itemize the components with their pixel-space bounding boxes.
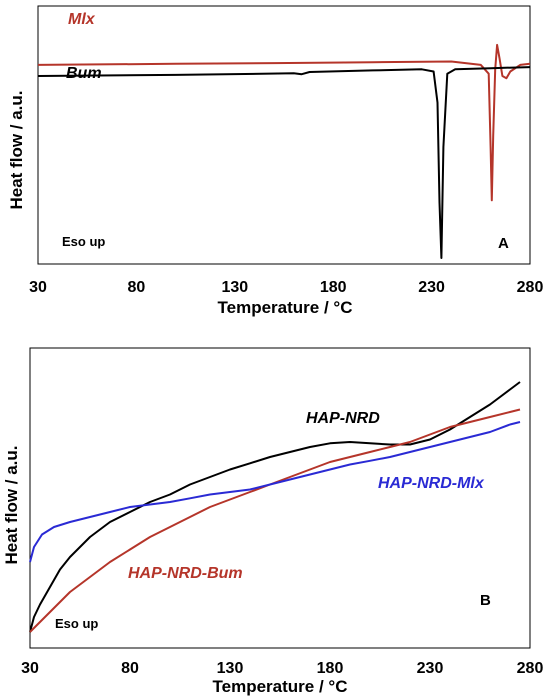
panel-b-x-tick-280: 280 bbox=[517, 660, 544, 677]
series-label-hap-nrd: HAP-NRD bbox=[306, 410, 380, 427]
panel-a-x-tick-280: 280 bbox=[517, 279, 544, 296]
panel-a: 30 80 130 180 230 280 Heat flow / a.u. Temper… bbox=[7, 5, 543, 317]
panel-b-curves bbox=[29, 381, 521, 633]
panel-a-annotation: Eso up bbox=[62, 234, 105, 249]
panel-a-x-tick-30: 30 bbox=[29, 279, 47, 296]
series-label-hap-nrd-bum: HAP-NRD-Bum bbox=[128, 565, 243, 582]
panel-b-letter: B bbox=[480, 592, 491, 609]
panel-b-x-tick-180: 180 bbox=[317, 660, 344, 677]
series-label-hap-nrd-mlx: HAP-NRD-Mlx bbox=[378, 475, 485, 492]
panel-b-x-tick-230: 230 bbox=[417, 660, 444, 677]
panel-a-x-ticks: 30 80 130 180 230 280 bbox=[29, 279, 543, 296]
panel-a-letter: A bbox=[498, 235, 509, 252]
panel-b-series-hap-nrd-bum bbox=[29, 408, 521, 633]
panel-b-series-hap-nrd bbox=[29, 381, 521, 633]
panel-b-x-tick-30: 30 bbox=[21, 660, 39, 677]
panel-a-x-tick-180: 180 bbox=[320, 279, 347, 296]
panel-a-series-mlx bbox=[37, 43, 531, 202]
series-label-mlx: Mlx bbox=[68, 11, 96, 28]
panel-b-x-tick-130: 130 bbox=[217, 660, 244, 677]
panel-a-x-tick-230: 230 bbox=[418, 279, 445, 296]
panel-a-x-tick-80: 80 bbox=[128, 279, 146, 296]
panel-b-frame bbox=[29, 347, 531, 649]
panel-b-x-tick-80: 80 bbox=[121, 660, 139, 677]
panel-a-series-bum bbox=[37, 66, 531, 259]
panel-b-annotation: Eso up bbox=[55, 616, 98, 631]
panel-b: 30 80 130 180 230 280 Heat flow / a.u. Temper… bbox=[2, 347, 543, 696]
panel-b-y-axis-title: Heat flow / a.u. bbox=[2, 445, 21, 564]
series-label-bum: Bum bbox=[66, 65, 102, 82]
panel-b-x-ticks: 30 80 130 180 230 280 bbox=[21, 660, 543, 677]
panel-a-frame bbox=[37, 5, 531, 265]
panel-b-x-axis-title: Temperature / °C bbox=[213, 677, 348, 696]
panel-b-series-hap-nrd-mlx bbox=[29, 421, 521, 563]
panel-a-curves bbox=[37, 43, 531, 259]
panel-a-x-tick-130: 130 bbox=[221, 279, 248, 296]
panel-a-x-axis-title: Temperature / °C bbox=[218, 298, 353, 317]
panel-a-y-axis-title: Heat flow / a.u. bbox=[7, 90, 26, 209]
